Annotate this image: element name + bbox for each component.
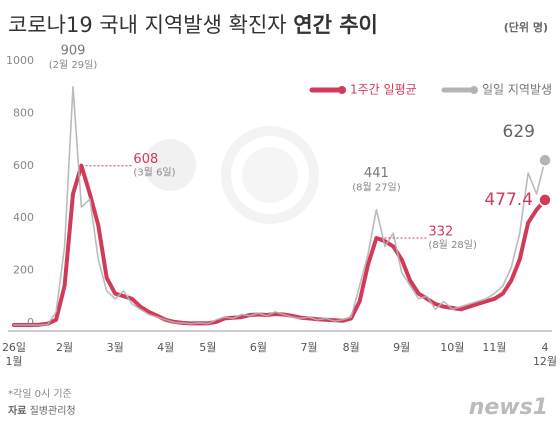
x-tick-label: 8월 — [342, 341, 360, 354]
x-tick-label: 3월 — [106, 341, 124, 354]
value-date: (8월 27일) — [352, 181, 401, 193]
value-label: 608 — [133, 152, 158, 167]
end-marker — [538, 153, 552, 167]
chart-title: 코로나19 국내 지역발생 확진자 연간 추이 — [8, 13, 378, 37]
y-tick-label: 800 — [13, 106, 34, 119]
value-date: (3월 6일) — [133, 167, 175, 179]
y-tick-label: 600 — [13, 159, 34, 172]
virus-icon — [144, 139, 196, 191]
title-emphasis: 연간 추이 — [293, 13, 378, 37]
legend-swatch-dot — [338, 86, 346, 94]
source: 자료 질병관리청 — [8, 404, 76, 417]
value-label: 909 — [61, 43, 86, 58]
x-tick-label: 11월 — [482, 341, 507, 354]
virus-icon — [221, 126, 319, 224]
value-label: 441 — [364, 166, 389, 181]
y-tick-label: 200 — [13, 264, 34, 277]
x-tick-label: 6월 — [249, 341, 267, 354]
source-label: 자료 — [8, 404, 26, 417]
legend-label: 일일 지역발생 — [482, 83, 552, 97]
virus-icon — [242, 147, 298, 203]
logo: news1 — [469, 395, 548, 420]
x-tick-label: 2월 — [56, 341, 74, 354]
unit-note: (단위 명) — [504, 20, 548, 34]
series-line — [13, 86, 546, 326]
y-tick-label: 0 — [27, 316, 34, 329]
value-date: (8월 28일) — [428, 239, 477, 251]
x-tick-label: 9월 — [393, 341, 411, 354]
value-label: 332 — [428, 225, 453, 240]
x-tick-label: 10월 — [440, 341, 465, 354]
source-text: 질병관리청 — [30, 405, 76, 417]
x-tick-label: 26일 1월 — [1, 341, 27, 368]
footnote: *각일 0시 기준 — [8, 388, 72, 400]
title-text: 코로나19 국내 지역발생 확진자 — [8, 13, 287, 37]
y-tick-label: 1000 — [6, 54, 34, 67]
legend-swatch-dot — [470, 86, 478, 94]
end-marker — [538, 193, 552, 207]
x-tick-label: 4월 — [157, 341, 175, 354]
value-label: 629 — [503, 122, 535, 142]
y-tick-label: 400 — [13, 211, 34, 224]
x-tick-label: 4 12월 — [532, 341, 558, 368]
value-label: 477.4 — [484, 190, 533, 210]
legend-label: 1주간 일평균 — [350, 83, 417, 97]
decoration — [144, 126, 319, 224]
x-tick-label: 7월 — [300, 341, 318, 354]
value-date: (2월 29일) — [49, 59, 98, 71]
x-tick-label: 5월 — [199, 341, 217, 354]
